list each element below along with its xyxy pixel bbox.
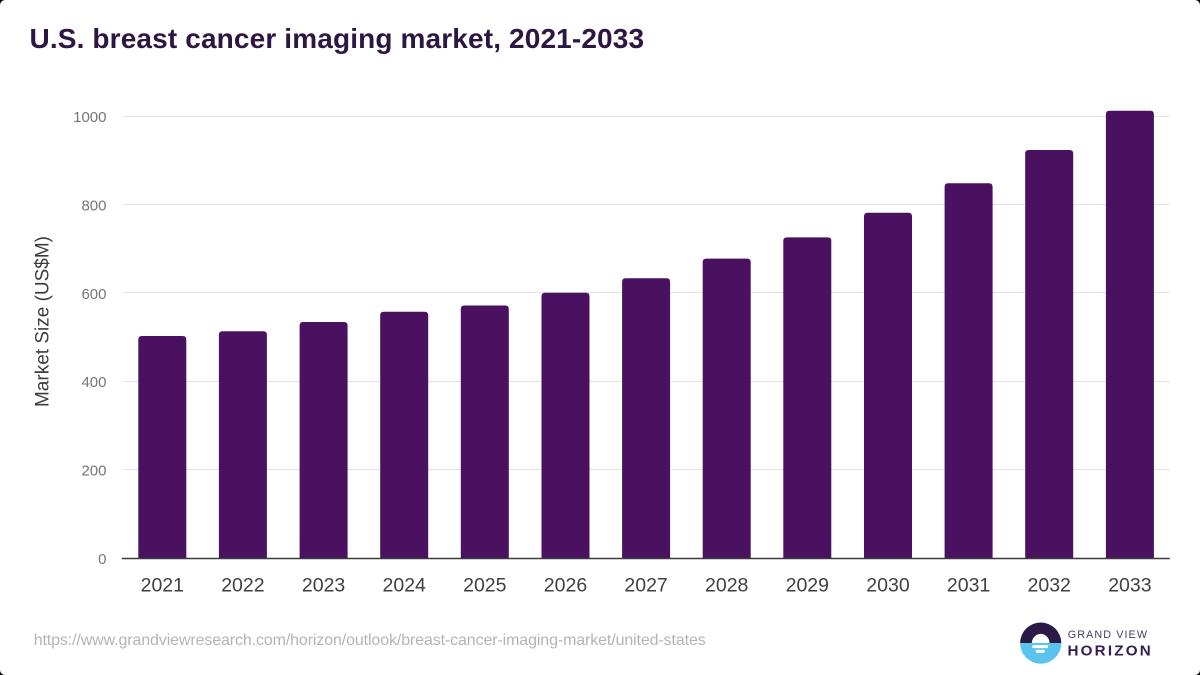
svg-text:2024: 2024 <box>383 575 427 597</box>
svg-text:1000: 1000 <box>73 109 106 126</box>
svg-text:2028: 2028 <box>705 575 748 597</box>
svg-text:GRAND VIEW: GRAND VIEW <box>1068 629 1148 641</box>
svg-text:HORIZON: HORIZON <box>1068 643 1153 660</box>
svg-text:800: 800 <box>81 198 106 215</box>
svg-text:0: 0 <box>98 551 106 568</box>
svg-text:2029: 2029 <box>786 575 829 597</box>
svg-text:2021: 2021 <box>141 575 184 597</box>
svg-text:2033: 2033 <box>1108 575 1151 597</box>
svg-text:200: 200 <box>81 462 106 479</box>
svg-text:2030: 2030 <box>866 575 910 597</box>
svg-text:2025: 2025 <box>463 575 507 597</box>
svg-text:2032: 2032 <box>1028 575 1071 597</box>
svg-text:2026: 2026 <box>544 575 587 597</box>
svg-text:2031: 2031 <box>947 575 990 597</box>
svg-text:400: 400 <box>81 374 106 391</box>
svg-text:Market Size (US$M): Market Size (US$M) <box>33 236 54 407</box>
svg-text:2023: 2023 <box>302 575 345 597</box>
svg-text:600: 600 <box>81 286 106 303</box>
svg-text:2027: 2027 <box>624 575 667 597</box>
svg-text:2022: 2022 <box>221 575 264 597</box>
